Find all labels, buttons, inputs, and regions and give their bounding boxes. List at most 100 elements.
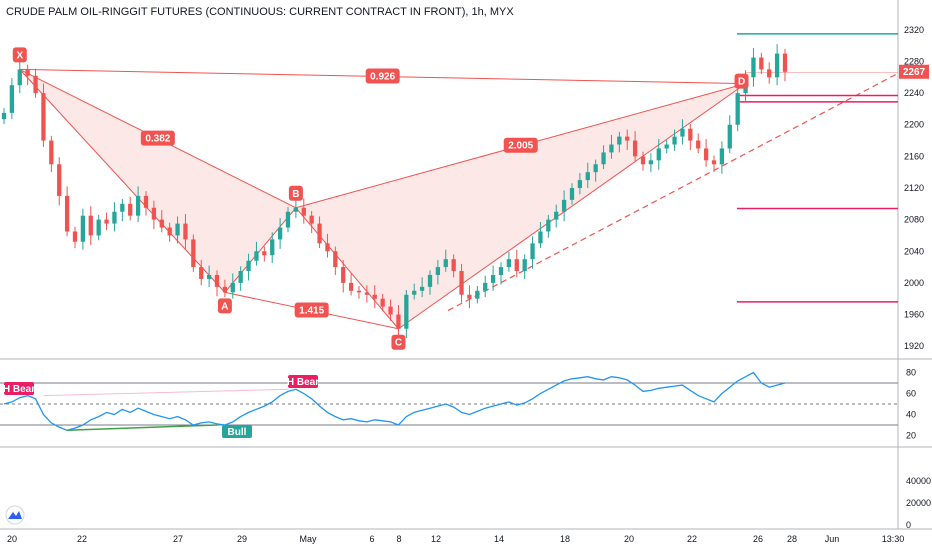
- price-tick-label: 2040: [904, 246, 924, 256]
- candle-body: [711, 160, 717, 165]
- candle-body: [80, 215, 86, 242]
- rsi-bear-label-mid: H Bear: [287, 377, 319, 388]
- point-label-b: B: [292, 189, 299, 200]
- logo-mark: [8, 511, 22, 519]
- ratio-label-xd: 0.926: [370, 72, 395, 83]
- price-tick-label: 1920: [904, 341, 924, 351]
- candle-body: [143, 195, 149, 208]
- candle-body: [175, 223, 180, 236]
- price-tick-label: 2240: [904, 88, 924, 98]
- time-tick-label: 12: [431, 534, 441, 544]
- candle-body: [656, 148, 661, 161]
- candle-body: [498, 267, 504, 275]
- candle-body: [277, 227, 283, 240]
- candle-body: [727, 124, 732, 149]
- candle-body: [159, 219, 164, 228]
- bear-divergence-line: [43, 388, 289, 397]
- candle-body: [419, 286, 425, 291]
- candle-body: [135, 195, 141, 216]
- point-label-b-box: [288, 185, 303, 201]
- leg-ab: [224, 207, 297, 293]
- candle-body: [688, 128, 693, 141]
- ratio-label-bd-box: [503, 137, 538, 153]
- candle-body: [506, 259, 512, 268]
- candle-body: [396, 314, 401, 329]
- time-tick-label: 18: [560, 534, 570, 544]
- time-tick-label: 22: [77, 534, 87, 544]
- ratio-label-xd-box: [365, 68, 400, 84]
- tradingview-logo-icon: [5, 505, 25, 525]
- candle-body: [782, 53, 788, 72]
- ratio-label-xb: 0.382: [145, 134, 170, 145]
- time-tick-label: Jun: [825, 534, 840, 544]
- rsi-bear-label-left: H Bear: [3, 384, 35, 395]
- candle-body: [735, 93, 740, 125]
- leg-cd: [398, 83, 746, 330]
- candle-body: [490, 274, 496, 283]
- candle-body: [246, 260, 251, 272]
- ratio-label-bd: 2.005: [508, 141, 533, 152]
- price-tick-label: 2160: [904, 151, 924, 161]
- candle-body: [183, 223, 188, 240]
- ratio-label-ac-box: [294, 302, 329, 318]
- volume-tick-label: 20000: [906, 498, 931, 508]
- candle-body: [593, 164, 598, 173]
- rsi-tick-label: 60: [906, 389, 916, 399]
- candle-body: [664, 144, 669, 149]
- candle-body: [341, 267, 346, 283]
- candle-body: [167, 227, 172, 236]
- candle-body: [104, 219, 109, 224]
- last-price-tag: [899, 64, 929, 79]
- time-tick-label: 27: [173, 534, 183, 544]
- volume-tick-label: 40000: [906, 476, 931, 486]
- price-tick-label: 2320: [904, 25, 924, 35]
- last-price-label: 2267: [903, 67, 926, 78]
- point-label-c-box: [391, 334, 406, 350]
- candle-body: [388, 306, 393, 315]
- time-tick-label: 13:30: [882, 534, 905, 544]
- bull-divergence-line: [67, 424, 218, 431]
- ratio-label-ac: 1.415: [299, 306, 324, 317]
- candle-body: [285, 211, 291, 228]
- candle-body: [435, 267, 441, 275]
- candle-body: [33, 75, 38, 94]
- candle-body: [617, 136, 622, 145]
- time-tick-label: 28: [787, 534, 797, 544]
- candle-body: [601, 152, 606, 165]
- candle-body: [380, 298, 385, 307]
- candle-body: [214, 274, 220, 287]
- point-label-a: A: [221, 301, 228, 312]
- rsi-bear-label-left-box: [4, 382, 34, 395]
- leg-xa: [19, 69, 226, 293]
- candle-body: [254, 251, 259, 261]
- candle-body: [356, 290, 362, 293]
- rsi-tick-label: 20: [906, 431, 916, 441]
- candle-body: [609, 144, 614, 153]
- xab-triangle: [19, 69, 296, 293]
- time-tick-label: 22: [687, 534, 697, 544]
- candle-body: [759, 57, 764, 70]
- candle-body: [372, 294, 377, 299]
- candle-body: [293, 207, 299, 212]
- candle-body: [309, 215, 314, 224]
- candle-body: [751, 57, 756, 78]
- candle-body: [57, 164, 62, 196]
- time-tick-label: 29: [237, 534, 247, 544]
- price-tick-label: 2080: [904, 215, 924, 225]
- candle-body: [206, 274, 212, 279]
- candle-body: [404, 294, 409, 329]
- pattern-labels: X A B C D 0.382 1.415 2.005 0.926 2267: [12, 47, 929, 350]
- candle-body: [577, 180, 583, 188]
- rsi-pane: H Bear H Bear Bull: [0, 371, 898, 438]
- candle-body: [9, 85, 15, 113]
- candle-body: [222, 286, 228, 293]
- candle-body: [25, 69, 30, 76]
- candle-body: [17, 69, 22, 86]
- candle-body: [774, 53, 780, 78]
- candle-body: [333, 251, 338, 268]
- candle-body: [443, 259, 448, 268]
- candle-body: [1, 112, 7, 120]
- price-tick-label: 2200: [904, 120, 924, 130]
- candle-body: [522, 259, 527, 272]
